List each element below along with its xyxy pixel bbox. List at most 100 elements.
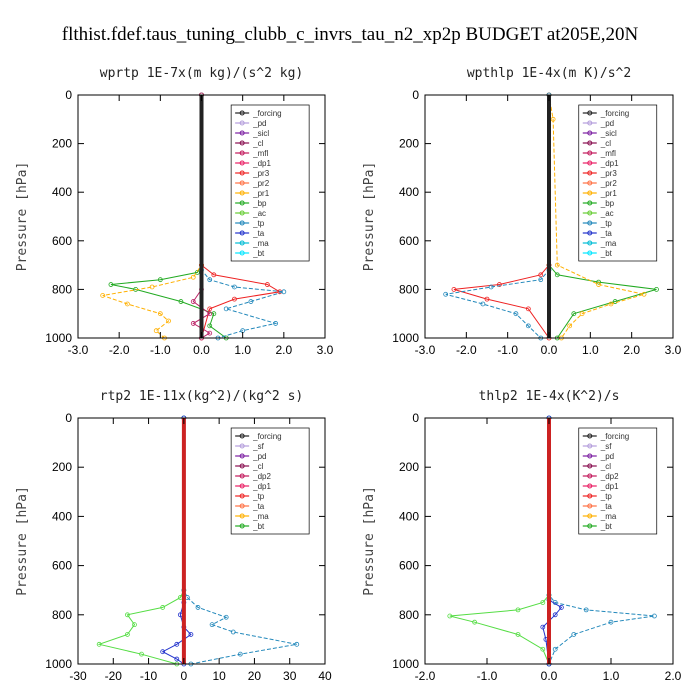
legend-entry: _ma xyxy=(600,239,617,248)
chart-panel-2: wpthlp 1E-4x(m K)/s^2 Pressure [hPa] -3.0 -… xyxy=(362,66,682,357)
data-point xyxy=(550,116,556,122)
data-point xyxy=(174,656,180,662)
data-point xyxy=(567,323,573,329)
legend-entry: _pr2 xyxy=(600,179,618,188)
y-tick-label: 800 xyxy=(52,282,72,296)
y-tick-label: 0 xyxy=(412,411,419,425)
data-point xyxy=(540,624,546,630)
data-point xyxy=(496,282,502,287)
data-point xyxy=(525,306,531,312)
legend-marker xyxy=(587,250,593,256)
legend-marker xyxy=(239,473,245,479)
legend-entry: _forcing xyxy=(252,432,281,441)
panel-title: thlp2 1E-4x(K^2)/s xyxy=(479,389,620,404)
y-axis-label: Pressure [hPa] xyxy=(15,162,30,272)
data-point xyxy=(554,262,560,268)
series-line-ta xyxy=(161,418,192,665)
x-tick-label: 0.0 xyxy=(541,343,558,357)
data-point xyxy=(132,622,137,628)
legend-marker xyxy=(239,240,245,246)
data-point xyxy=(125,632,130,637)
legend: _forcing_sf_pd_cl_dp2_dp1_tp_ta_ma_bt xyxy=(230,427,310,535)
data-point xyxy=(552,612,558,618)
data-point xyxy=(515,607,521,613)
legend-entry: _sf xyxy=(252,442,264,451)
legend-entry: _dp1 xyxy=(252,159,271,168)
legend-entry: _dp1 xyxy=(600,482,619,491)
legend-entry: _ta xyxy=(252,229,265,238)
legend-marker xyxy=(587,513,593,519)
data-point xyxy=(223,614,229,620)
legend-entry: _pd xyxy=(600,452,614,461)
data-point xyxy=(190,321,196,326)
data-point xyxy=(207,323,213,329)
series-line-pr3 xyxy=(201,95,282,339)
legend-marker xyxy=(587,120,593,126)
chart-panel-4: thlp2 1E-4x(K^2)/s Pressure [hPa] -2.0 -1.0… xyxy=(362,389,682,683)
legend-entry: _cl xyxy=(252,462,263,471)
legend-marker xyxy=(239,110,245,116)
x-tick-label: 1.0 xyxy=(234,343,251,357)
legend-marker xyxy=(239,170,245,176)
data-point xyxy=(571,311,577,317)
series-line-dp1 xyxy=(449,418,550,665)
legend-marker xyxy=(239,453,245,459)
data-point xyxy=(515,632,521,637)
data-point xyxy=(443,291,449,297)
legend-entry: _pr1 xyxy=(600,189,618,198)
data-point xyxy=(447,613,453,619)
data-point xyxy=(190,274,196,280)
chart-panel-3: rtp2 1E-11x(kg^2)/(kg^2 s) Pressure [hPa]… xyxy=(15,389,332,683)
y-tick-label: 600 xyxy=(399,234,419,248)
y-tick-label: 400 xyxy=(52,185,72,199)
series-line-tp xyxy=(445,95,550,339)
legend-marker xyxy=(239,463,245,469)
x-tick-label: -2.0 xyxy=(456,343,477,357)
data-point xyxy=(525,323,531,329)
legend-marker xyxy=(239,150,245,156)
legend-entry: _tp xyxy=(252,219,265,228)
legend-entry: _bt xyxy=(252,522,265,531)
legend-entry: _ma xyxy=(600,512,617,521)
data-point xyxy=(264,282,270,287)
y-tick-label: 800 xyxy=(399,282,419,296)
legend-marker xyxy=(239,160,245,166)
legend-entry: _ac xyxy=(252,209,266,218)
data-point xyxy=(139,651,144,657)
y-tick-label: 400 xyxy=(52,509,72,523)
data-point xyxy=(451,286,457,292)
legend-entry: _pr3 xyxy=(252,169,270,178)
legend-entry: _pd xyxy=(252,119,266,128)
data-point xyxy=(178,299,184,304)
legend: _forcing_sf_pd_cl_dp2_dp1_tp_ta_ma_bt xyxy=(578,427,658,535)
legend-marker xyxy=(239,523,245,529)
legend-marker xyxy=(239,503,245,509)
legend-marker xyxy=(587,220,593,226)
data-point xyxy=(125,612,130,618)
data-point xyxy=(188,632,194,637)
legend-entry: _cl xyxy=(600,139,611,148)
data-point xyxy=(652,613,657,619)
data-point xyxy=(237,651,243,657)
legend-entry: _bt xyxy=(600,522,613,531)
data-point xyxy=(608,301,614,307)
legend-marker xyxy=(239,200,245,206)
x-tick-label: -10 xyxy=(140,669,158,683)
data-point xyxy=(174,641,180,647)
legend-entry: _ta xyxy=(252,502,265,511)
y-axis-label: Pressure [hPa] xyxy=(362,486,377,596)
legend-marker xyxy=(239,513,245,519)
figure-title: flthist.fdef.taus_tuning_clubb_c_invrs_t… xyxy=(62,24,639,45)
legend-marker xyxy=(587,130,593,136)
legend-entry: _tp xyxy=(252,492,265,501)
y-tick-label: 200 xyxy=(52,137,72,151)
data-point xyxy=(540,646,546,652)
x-tick-label: 2.0 xyxy=(623,343,640,357)
data-point xyxy=(195,605,201,610)
data-point xyxy=(596,279,601,285)
x-tick-label: -1.0 xyxy=(497,343,518,357)
legend-entry: _ma xyxy=(252,512,269,521)
x-tick-label: -20 xyxy=(105,669,123,683)
x-tick-label: 2.0 xyxy=(275,343,292,357)
